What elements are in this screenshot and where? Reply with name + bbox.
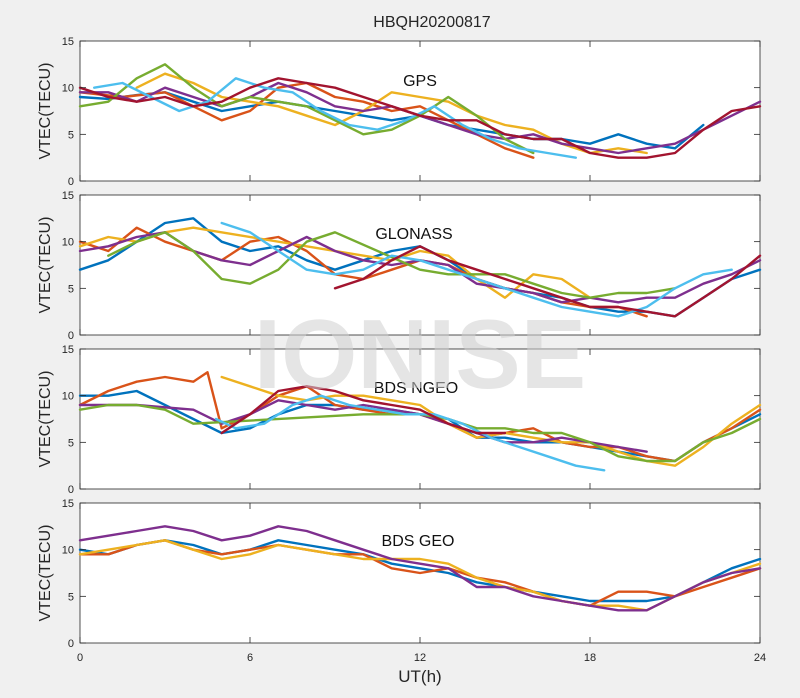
figure-title: HBQH20200817 <box>373 14 491 31</box>
panel-bds-geo: 0 5 10 15 0 6 12 18 24 VTEC(TECU) BDS GEO <box>37 498 766 664</box>
series-line <box>220 221 733 318</box>
y-axis-label: VTEC(TECU) <box>37 63 54 160</box>
x-axis-label: UT(h) <box>398 667 441 686</box>
panel-glonass: 0 5 10 15 VTEC(TECU) GLONASS <box>37 190 762 342</box>
y-axis-label: VTEC(TECU) <box>37 371 54 468</box>
panel-gps: 0 5 10 15 VTEC(TECU) GPS <box>37 36 762 188</box>
series-line <box>214 394 606 472</box>
y-axis-label: VTEC(TECU) <box>37 217 54 314</box>
x-tick-label: 18 <box>584 652 596 664</box>
y-tick-label: 15 <box>62 344 74 356</box>
y-tick-label: 15 <box>62 190 74 202</box>
watermark: IONISE <box>254 299 586 409</box>
x-tick-label: 0 <box>77 652 83 664</box>
series-line <box>220 385 507 435</box>
series-line <box>78 63 535 155</box>
x-tick-label: 24 <box>754 652 766 664</box>
y-tick-label: 0 <box>68 176 74 188</box>
y-tick-label: 10 <box>62 83 74 95</box>
series-line <box>78 525 762 612</box>
y-tick-label: 10 <box>62 237 74 249</box>
panel-label: GLONASS <box>375 226 452 243</box>
y-tick-label: 5 <box>68 283 74 295</box>
y-tick-label: 15 <box>62 36 74 48</box>
panel-label: GPS <box>403 73 437 90</box>
y-tick-label: 10 <box>62 391 74 403</box>
y-tick-label: 5 <box>68 591 74 603</box>
series-line <box>78 399 648 453</box>
y-tick-label: 5 <box>68 129 74 141</box>
x-tick-label: 12 <box>414 652 426 664</box>
series-line <box>78 539 762 603</box>
series-line <box>92 77 577 159</box>
y-tick-label: 15 <box>62 498 74 510</box>
panel-label: BDS NGEO <box>374 380 458 397</box>
y-tick-label: 0 <box>68 330 74 342</box>
x-tick-label: 6 <box>247 652 253 664</box>
y-tick-label: 10 <box>62 545 74 557</box>
y-tick-label: 0 <box>68 484 74 496</box>
series-line <box>78 81 535 159</box>
series-line <box>78 403 762 463</box>
y-tick-label: 5 <box>68 437 74 449</box>
series-line <box>78 77 762 159</box>
panel-label: BDS GEO <box>382 533 455 550</box>
series-line <box>107 231 677 299</box>
series-line <box>78 91 705 150</box>
panel-bds-ngeo: 0 5 10 15 VTEC(TECU) BDS NGEO <box>37 344 762 496</box>
series-line <box>333 245 762 318</box>
y-axis-label: VTEC(TECU) <box>37 525 54 622</box>
y-tick-label: 0 <box>68 638 74 650</box>
